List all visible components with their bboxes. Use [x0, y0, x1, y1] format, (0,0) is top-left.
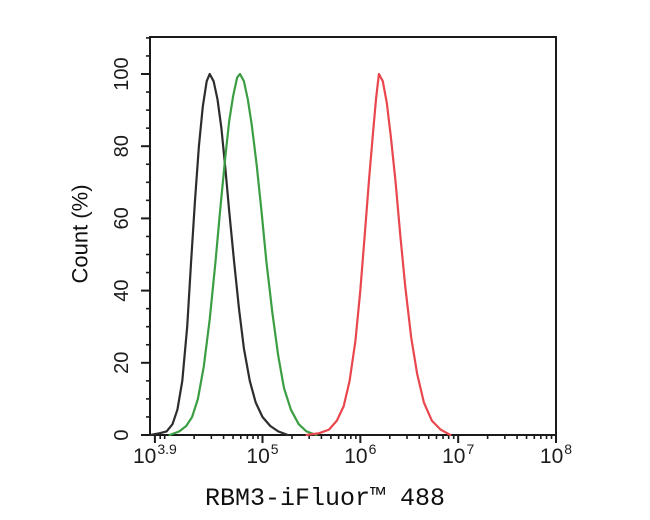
- histogram-curve-black: [149, 72, 289, 437]
- plot-area: [149, 36, 557, 436]
- x-tick-label: 105: [246, 441, 278, 468]
- x-tick-label: 108: [540, 441, 572, 468]
- histogram-curve-red: [305, 72, 452, 437]
- y-tick-label: 0: [111, 429, 133, 440]
- y-tick-label: 80: [111, 135, 133, 157]
- y-tick-label: 60: [111, 207, 133, 229]
- x-tick-label: 107: [442, 441, 474, 468]
- x-tick-label: 106: [344, 441, 376, 468]
- y-tick-label: 40: [111, 279, 133, 301]
- y-axis-label: Count (%): [68, 184, 93, 283]
- x-tick-label: 103.9: [133, 441, 177, 468]
- chart-generated-content: 103.9 105 106 107 108 0 20 40 60 80 100: [111, 36, 572, 468]
- histogram-curve-green: [168, 72, 318, 437]
- x-axis-label: RBM3-iFluor™ 488: [205, 484, 445, 513]
- y-tick-label: 20: [111, 352, 133, 374]
- y-tick-label: 100: [111, 57, 133, 90]
